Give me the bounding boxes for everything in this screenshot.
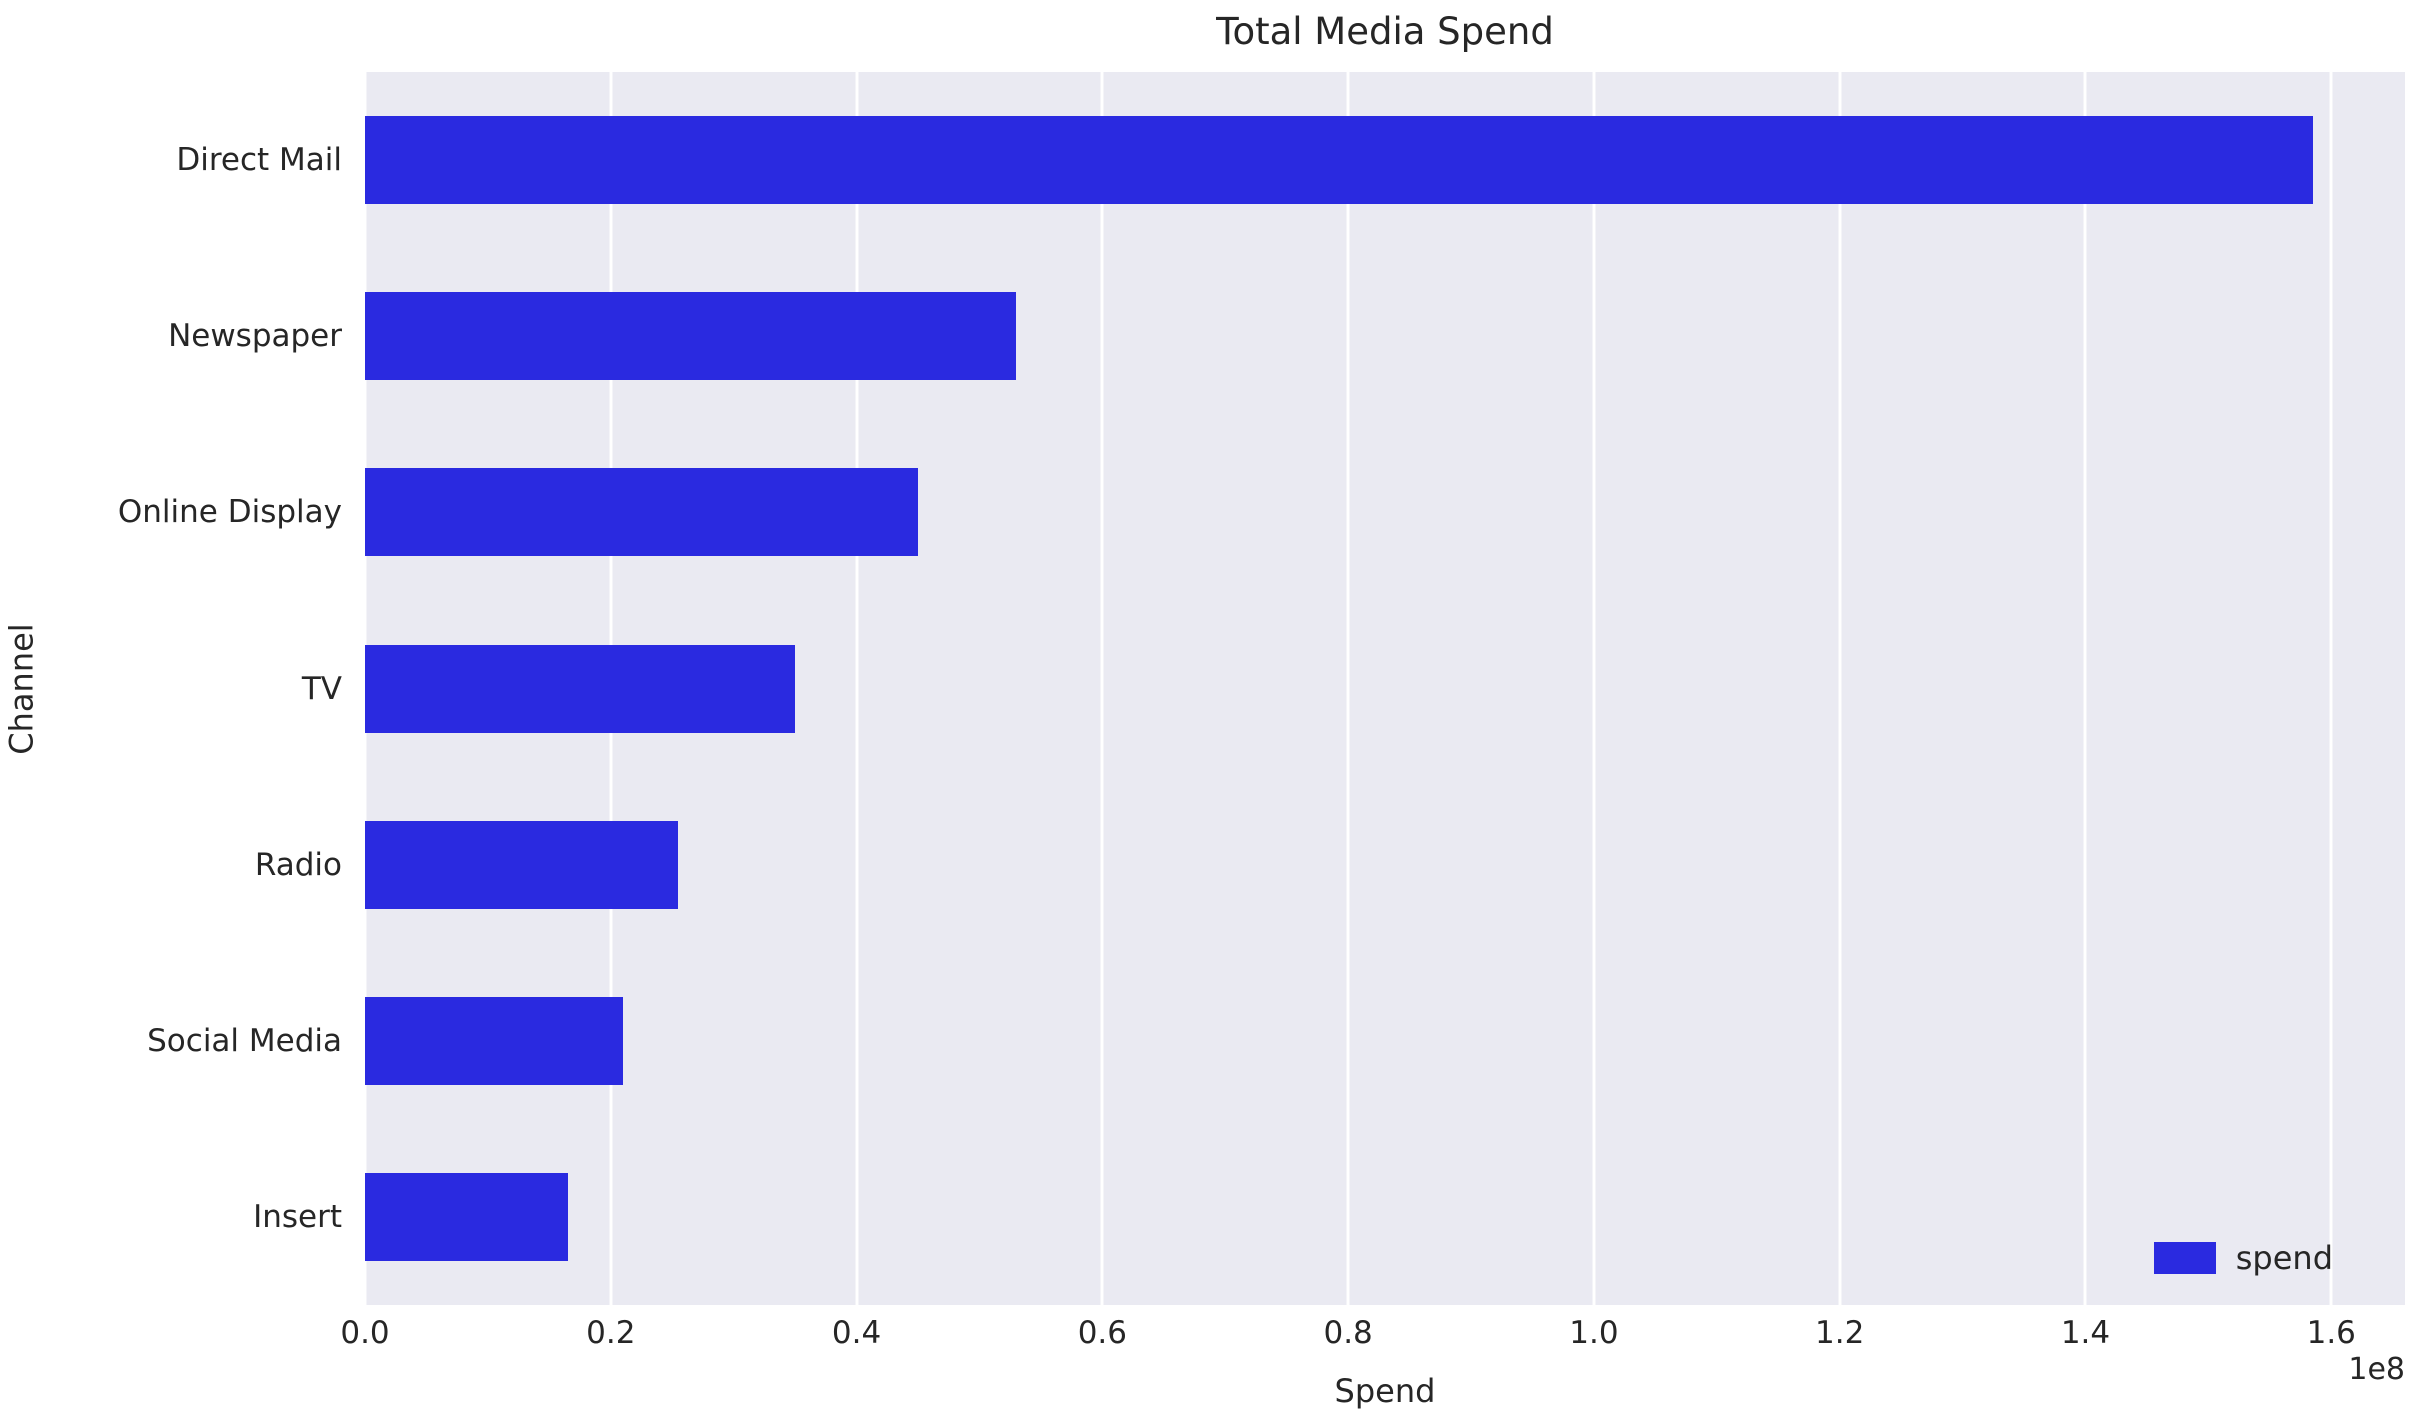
gridline (1838, 72, 1842, 1305)
bar (365, 116, 2313, 204)
axis-offset-text: 1e8 (2348, 1352, 2405, 1387)
y-tick-labels: Direct Mail Newspaper Online Display TV Radi… (0, 72, 342, 1305)
gridline (1592, 72, 1596, 1305)
x-tick-label: 0.2 (586, 1315, 636, 1351)
x-tick-labels: 0.0 0.2 0.4 0.6 0.8 1.0 1.2 1.4 1.6 (340, 1315, 2405, 1357)
y-tick-label: Radio (254, 847, 342, 883)
gridline (2329, 72, 2333, 1305)
y-tick-label: Social Media (147, 1023, 342, 1059)
chart-title: Total Media Spend (1216, 10, 1554, 53)
gridline (855, 72, 859, 1305)
x-tick-label: 1.0 (1569, 1315, 1619, 1351)
x-tick-label: 0.8 (1323, 1315, 1373, 1351)
legend-swatch (2153, 1242, 2216, 1274)
x-tick-label: 1.6 (2306, 1315, 2356, 1351)
y-tick-label: Direct Mail (176, 142, 342, 178)
legend-label: spend (2235, 1239, 2333, 1277)
x-axis-label: Spend (1334, 1372, 1436, 1410)
gridline (1100, 72, 1104, 1305)
bar (365, 292, 1017, 380)
x-tick-label: 1.4 (2060, 1315, 2111, 1351)
x-tick-label: 0.4 (831, 1315, 882, 1351)
bar (365, 468, 918, 556)
y-tick-label: Insert (253, 1199, 342, 1235)
gridline (1346, 72, 1350, 1305)
y-tick-label: Online Display (117, 494, 342, 530)
x-tick-label: 0.0 (340, 1315, 390, 1351)
x-tick-label: 0.6 (1077, 1315, 1127, 1351)
bar (365, 1173, 568, 1261)
x-tick-label: 1.2 (1815, 1315, 1865, 1351)
bar (365, 645, 796, 733)
gridline (2083, 72, 2087, 1305)
y-tick-label: Newspaper (168, 318, 342, 354)
bar (365, 821, 679, 909)
y-tick-label: TV (301, 671, 342, 707)
bar (365, 997, 624, 1085)
plot-area: spend (363, 72, 2405, 1305)
legend: spend (2153, 1239, 2333, 1277)
